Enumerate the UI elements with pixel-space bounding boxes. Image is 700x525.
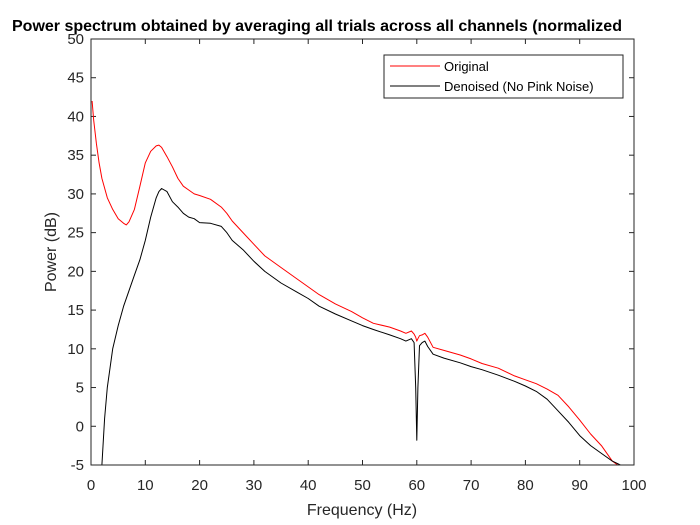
x-tick-label: 40: [300, 477, 317, 494]
axes-frame: [90, 38, 635, 466]
legend-box: [383, 54, 624, 99]
y-tick-label: 25: [67, 225, 84, 242]
x-axis-label: Frequency (Hz): [307, 502, 417, 519]
y-tick-label: 35: [67, 147, 84, 164]
y-tick-label: 15: [67, 302, 84, 319]
x-tick-label: 50: [354, 477, 371, 494]
legend-label-original: Original: [444, 59, 489, 74]
plot-area: [91, 39, 634, 465]
x-tick-label: 80: [517, 477, 534, 494]
series-line-original: [91, 100, 619, 465]
series-layer: [91, 100, 621, 465]
legend-label-denoised: Denoised (No Pink Noise): [444, 79, 594, 94]
y-axis-label: Power (dB): [43, 212, 60, 292]
y-tick-label: 40: [67, 108, 84, 125]
x-tick-label: 70: [463, 477, 480, 494]
y-tick-label: 45: [67, 70, 84, 87]
y-tick-label: 0: [76, 418, 84, 435]
series-line-denoised: [101, 188, 621, 465]
x-tick-label: 20: [191, 477, 208, 494]
x-tick-label: 10: [137, 477, 154, 494]
y-tick-label: 5: [76, 380, 84, 397]
ticks-layer: 0 10 20 30 40 50 60 70 80 90 100-50510152025303540…: [67, 31, 646, 494]
x-tick-label: 0: [87, 477, 95, 494]
x-tick-label: 90: [571, 477, 588, 494]
legend[interactable]: Original Denoised (No Pink Noise): [383, 54, 624, 99]
axes-box: [90, 38, 635, 466]
y-tick-label: -5: [71, 457, 84, 474]
y-tick-label: 50: [67, 31, 84, 48]
x-tick-label: 30: [246, 477, 263, 494]
chart-title: Power spectrum obtained by averaging all…: [12, 18, 622, 35]
y-tick-label: 10: [67, 341, 84, 358]
x-tick-label: 60: [408, 477, 425, 494]
y-tick-label: 20: [67, 263, 84, 280]
x-tick-label: 100: [621, 477, 646, 494]
y-tick-label: 30: [67, 186, 84, 203]
